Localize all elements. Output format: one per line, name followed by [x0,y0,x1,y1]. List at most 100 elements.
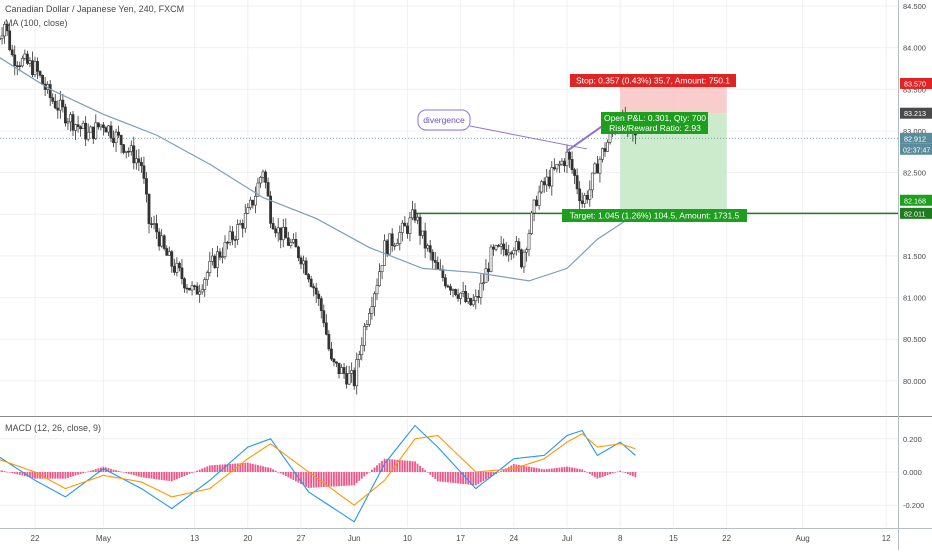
candle-body [558,164,560,165]
macd-histogram-bar [156,472,158,479]
candle-body [85,123,87,139]
macd-histogram-bar [206,466,208,472]
macd-histogram-bar [417,464,419,472]
macd-histogram-bar [120,472,122,473]
candle-body [135,159,137,163]
candle-body [123,145,125,153]
macd-histogram-bar [59,472,61,479]
candle-body [594,164,596,173]
macd-histogram-bar [450,472,452,483]
macd-histogram-bar [9,472,11,473]
macd-histogram-bar [252,464,254,472]
macd-histogram-bar [477,472,479,484]
pnl-label-line2: Risk/Reward Ratio: 2.93 [609,123,701,133]
candle-body [292,239,294,242]
macd-histogram-bar [409,461,411,472]
macd-histogram-bar [452,472,454,483]
candle-body [335,362,337,363]
candle-body [485,269,487,283]
macd-histogram-bar [536,468,538,472]
macd-histogram-bar [422,468,424,472]
candle-body [338,363,340,374]
macd-tick-label: -0.200 [903,501,924,510]
price-tick-label: 84.000 [903,44,926,53]
macd-histogram-bar [447,472,449,482]
macd-histogram-bar [260,466,262,472]
candle-body [470,298,472,304]
time-tick-label: 20 [243,534,252,543]
macd-histogram-bar [16,472,18,474]
price-tick-label: 80.500 [903,335,926,344]
symbol-title: Canadian Dollar / Japanese Yen, 240, FXC… [5,4,184,14]
macd-histogram-bar [128,472,130,474]
candle-body [282,227,284,239]
candle-body [525,250,527,252]
candle-body [87,132,89,139]
candle-body [59,100,61,110]
candle-body [315,288,317,294]
candle-body [323,311,325,323]
macd-histogram-bar [559,468,561,472]
time-tick-label: 27 [297,534,306,543]
candle-body [214,256,216,268]
macd-histogram-bar [366,472,368,474]
candle-body [356,360,358,386]
candle-body [305,261,307,275]
candle-body [500,244,502,246]
price-tick-label: 81.500 [903,252,926,261]
macd-histogram-bar [267,467,269,472]
macd-histogram-bar [629,472,631,475]
candle-body [163,236,165,249]
candle-body [74,125,76,131]
time-tick-label: May [96,534,111,543]
macd-histogram-bar [217,465,219,472]
candle-body [297,247,299,258]
macd-histogram-bar [4,471,6,472]
candle-body [191,286,193,290]
time-tick-label: 12 [882,534,891,543]
candle-body [462,291,464,293]
candle-body [267,182,269,196]
macd-histogram-bar [247,463,249,472]
macd-histogram-bar [498,472,500,473]
candle-body [219,252,221,257]
pnl-label-line1: Open P&L: 0.301, Qty: 700 [604,113,706,123]
macd-histogram-bar [363,472,365,476]
macd-histogram-bar [179,472,181,478]
macd-histogram-bar [186,472,188,475]
candle-body [77,125,79,127]
macd-histogram-bar [287,472,289,477]
candle-body [244,213,246,228]
macd-histogram-bar [67,472,69,478]
candle-body [92,127,94,139]
candle-body [120,135,122,144]
macd-histogram-bar [483,472,485,481]
macd-histogram-bar [313,472,315,488]
macd-histogram-bar [125,472,127,473]
macd-histogram-bar [158,472,160,480]
macd-histogram-bar [457,472,459,483]
candle-body [300,258,302,264]
candle-body [391,234,393,246]
candle-body [482,283,484,284]
macd-histogram-bar [343,472,345,486]
last-price-badge: 82.912 [904,134,926,143]
candle-body [561,161,563,164]
candle-body [556,164,558,169]
candle-body [176,263,178,272]
candle-body [424,231,426,248]
candle-body [310,279,312,287]
candle-body [576,176,578,189]
candle-body [186,288,188,289]
candle-body [505,249,507,255]
macd-histogram-bar [407,461,409,472]
macd-histogram-bar [437,472,439,481]
macd-histogram-bar [427,472,429,473]
candle-body [150,224,152,225]
candle-body [199,292,201,294]
macd-histogram-bar [115,470,117,472]
level-price-badge: 82.168 [904,196,926,205]
candle-body [563,161,565,166]
macd-histogram-bar [194,472,196,473]
